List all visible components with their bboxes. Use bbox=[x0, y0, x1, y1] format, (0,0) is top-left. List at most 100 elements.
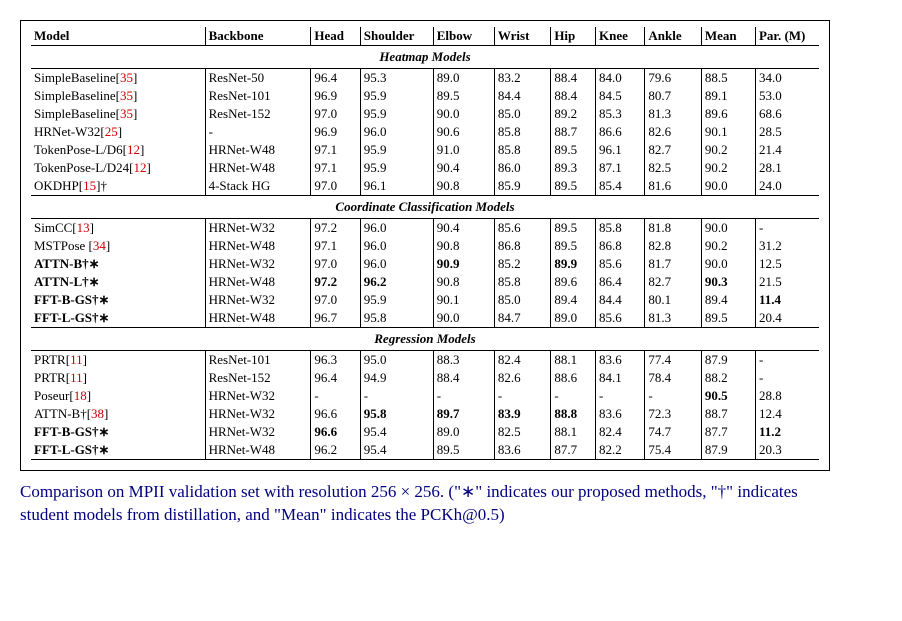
data-cell: 97.1 bbox=[311, 159, 360, 177]
data-cell: 83.9 bbox=[494, 405, 550, 423]
data-cell: 95.9 bbox=[360, 291, 433, 309]
data-cell: 34.0 bbox=[755, 69, 819, 88]
data-cell: 82.4 bbox=[494, 351, 550, 370]
data-cell: - bbox=[645, 387, 701, 405]
data-cell: 95.8 bbox=[360, 405, 433, 423]
data-cell: 89.5 bbox=[433, 87, 494, 105]
table-container: ModelBackboneHeadShoulderElbowWristHipKn… bbox=[20, 20, 830, 471]
data-cell: 89.5 bbox=[551, 177, 596, 196]
data-cell: 85.9 bbox=[494, 177, 550, 196]
model-cell: SimpleBaseline[35] bbox=[31, 87, 205, 105]
table-row: MSTPose [34]HRNet-W4897.196.090.886.889.… bbox=[31, 237, 819, 255]
data-cell: 53.0 bbox=[755, 87, 819, 105]
table-header: ModelBackboneHeadShoulderElbowWristHipKn… bbox=[31, 27, 819, 46]
data-cell: 21.4 bbox=[755, 141, 819, 159]
data-cell: 88.4 bbox=[551, 69, 596, 88]
data-cell: 90.0 bbox=[701, 177, 755, 196]
table-row: PRTR[11]ResNet-15296.494.988.482.688.684… bbox=[31, 369, 819, 387]
data-cell: 86.0 bbox=[494, 159, 550, 177]
data-cell: 90.5 bbox=[701, 387, 755, 405]
col-header: Backbone bbox=[205, 27, 311, 46]
data-cell: 96.3 bbox=[311, 351, 360, 370]
model-cell: FFT-B-GS†∗ bbox=[31, 423, 205, 441]
data-cell: 11.4 bbox=[755, 291, 819, 309]
data-cell: 81.7 bbox=[645, 255, 701, 273]
model-cell: ATTN-B†∗ bbox=[31, 255, 205, 273]
data-cell: 95.9 bbox=[360, 105, 433, 123]
data-cell: 97.2 bbox=[311, 273, 360, 291]
data-cell: 87.9 bbox=[701, 441, 755, 460]
data-cell: HRNet-W48 bbox=[205, 141, 311, 159]
data-cell: 86.8 bbox=[494, 237, 550, 255]
data-cell: 11.2 bbox=[755, 423, 819, 441]
data-cell: 88.1 bbox=[551, 351, 596, 370]
data-cell: 82.7 bbox=[645, 273, 701, 291]
data-cell: 88.4 bbox=[551, 87, 596, 105]
data-cell: HRNet-W32 bbox=[205, 219, 311, 238]
data-cell: 81.3 bbox=[645, 309, 701, 328]
data-cell: 89.5 bbox=[433, 441, 494, 460]
data-cell: 96.0 bbox=[360, 123, 433, 141]
model-cell: HRNet-W32[25] bbox=[31, 123, 205, 141]
data-cell: 85.8 bbox=[494, 141, 550, 159]
data-cell: - bbox=[551, 387, 596, 405]
table-row: FFT-B-GS†∗HRNet-W3297.095.990.185.089.48… bbox=[31, 291, 819, 309]
model-cell: FFT-B-GS†∗ bbox=[31, 291, 205, 309]
table-row: TokenPose-L/D24[12]HRNet-W4897.195.990.4… bbox=[31, 159, 819, 177]
table-row: SimpleBaseline[35]ResNet-10196.995.989.5… bbox=[31, 87, 819, 105]
data-cell: 90.3 bbox=[701, 273, 755, 291]
data-cell: ResNet-152 bbox=[205, 369, 311, 387]
col-header: Knee bbox=[596, 27, 645, 46]
data-cell: 95.9 bbox=[360, 159, 433, 177]
data-cell: 87.1 bbox=[596, 159, 645, 177]
data-cell: 75.4 bbox=[645, 441, 701, 460]
data-cell: 82.7 bbox=[645, 141, 701, 159]
data-cell: 82.8 bbox=[645, 237, 701, 255]
col-header: Ankle bbox=[645, 27, 701, 46]
data-cell: 89.5 bbox=[551, 141, 596, 159]
data-cell: 96.4 bbox=[311, 69, 360, 88]
data-cell: 96.9 bbox=[311, 87, 360, 105]
data-cell: 88.5 bbox=[701, 69, 755, 88]
data-cell: 87.7 bbox=[551, 441, 596, 460]
table-row: PRTR[11]ResNet-10196.395.088.382.488.183… bbox=[31, 351, 819, 370]
data-cell: 88.4 bbox=[433, 369, 494, 387]
model-cell: SimpleBaseline[35] bbox=[31, 69, 205, 88]
data-cell: 97.1 bbox=[311, 141, 360, 159]
col-header: Shoulder bbox=[360, 27, 433, 46]
data-cell: 91.0 bbox=[433, 141, 494, 159]
table-row: TokenPose-L/D6[12]HRNet-W4897.195.991.08… bbox=[31, 141, 819, 159]
data-cell: 4-Stack HG bbox=[205, 177, 311, 196]
col-header: Model bbox=[31, 27, 205, 46]
data-cell: - bbox=[205, 123, 311, 141]
model-cell: PRTR[11] bbox=[31, 351, 205, 370]
model-cell: SimpleBaseline[35] bbox=[31, 105, 205, 123]
data-cell: 31.2 bbox=[755, 237, 819, 255]
col-header: Wrist bbox=[494, 27, 550, 46]
table-row: ATTN-B†[38]HRNet-W3296.695.889.783.988.8… bbox=[31, 405, 819, 423]
data-cell: - bbox=[755, 369, 819, 387]
table-row: Poseur[18]HRNet-W32-------90.528.8 bbox=[31, 387, 819, 405]
data-cell: 90.8 bbox=[433, 273, 494, 291]
data-cell: 80.1 bbox=[645, 291, 701, 309]
data-cell: 96.0 bbox=[360, 255, 433, 273]
section-title: Regression Models bbox=[31, 328, 819, 351]
data-cell: 77.4 bbox=[645, 351, 701, 370]
data-cell: HRNet-W48 bbox=[205, 159, 311, 177]
data-cell: 85.2 bbox=[494, 255, 550, 273]
data-cell: 90.4 bbox=[433, 159, 494, 177]
data-cell: HRNet-W48 bbox=[205, 309, 311, 328]
data-cell: - bbox=[360, 387, 433, 405]
data-cell: 85.6 bbox=[494, 219, 550, 238]
data-cell: 89.4 bbox=[551, 291, 596, 309]
data-cell: 95.4 bbox=[360, 441, 433, 460]
data-cell: 85.6 bbox=[596, 255, 645, 273]
data-cell: HRNet-W32 bbox=[205, 387, 311, 405]
model-cell: TokenPose-L/D6[12] bbox=[31, 141, 205, 159]
data-cell: 82.2 bbox=[596, 441, 645, 460]
data-cell: 82.5 bbox=[494, 423, 550, 441]
model-cell: FFT-L-GS†∗ bbox=[31, 441, 205, 460]
table-row: FFT-B-GS†∗HRNet-W3296.695.489.082.588.18… bbox=[31, 423, 819, 441]
results-table: ModelBackboneHeadShoulderElbowWristHipKn… bbox=[31, 27, 819, 460]
model-cell: ATTN-B†[38] bbox=[31, 405, 205, 423]
